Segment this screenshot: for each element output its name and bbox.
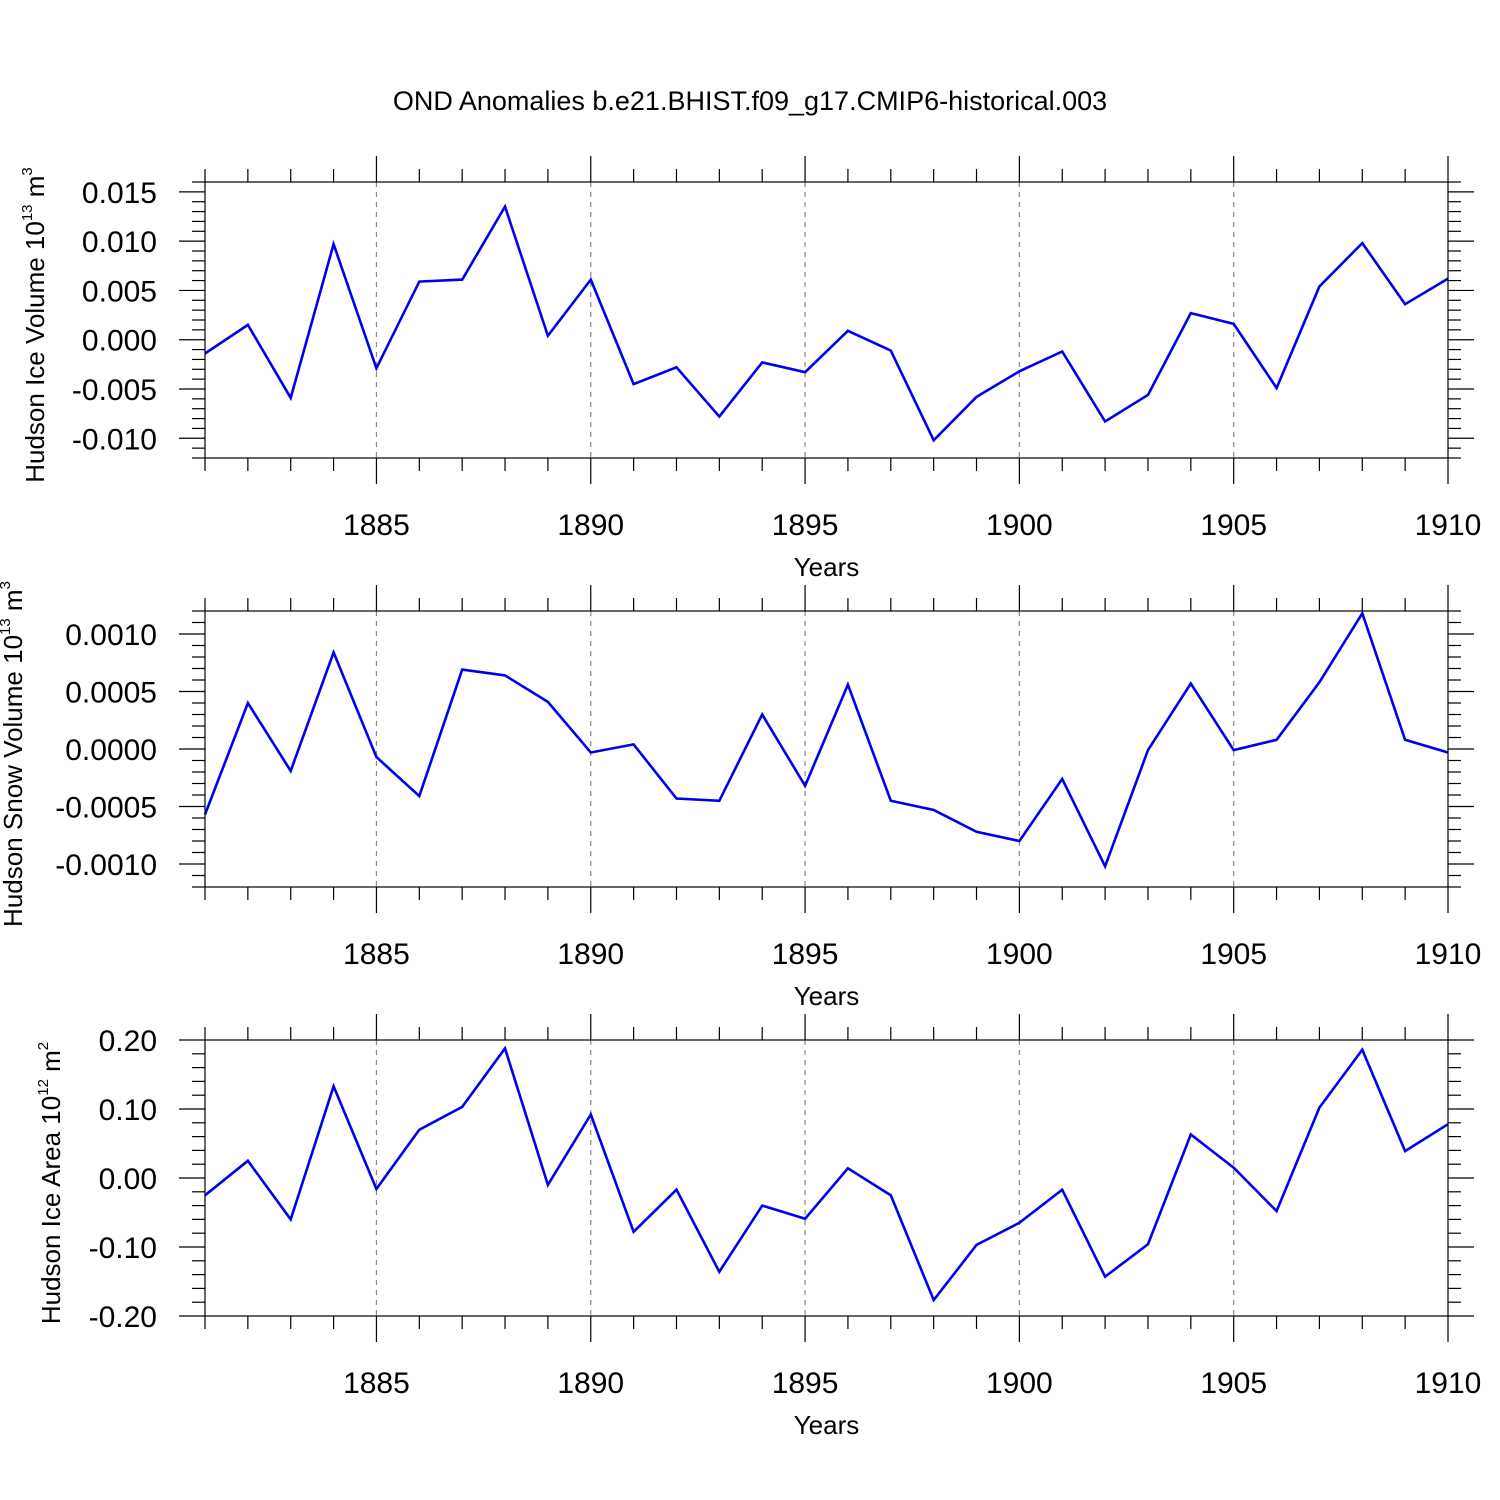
y-tick-label: 0.000 — [82, 325, 157, 358]
y-tick-label: 0.10 — [99, 1094, 157, 1127]
series-line — [204, 1045, 1449, 1303]
panel-1: -0.010 -0.005 0.000 0.005 0.010 0.015 1885 1890… — [19, 156, 1481, 582]
plot-frame — [204, 1039, 1449, 1317]
x-axis-title: Years — [794, 981, 860, 1011]
x-tick-label-1895: 1895 — [772, 938, 839, 971]
x-tick-label-1910: 1910 — [1415, 938, 1482, 971]
y-axis-title-main: Hudson Snow Volume 10 — [0, 635, 28, 927]
panels: -0.010 -0.005 0.000 0.005 0.010 0.015 1885 1890… — [0, 156, 1481, 1440]
chart-title: OND Anomalies b.e21.BHIST.f09_g17.CMIP6-… — [393, 86, 1107, 116]
y-tick-label: -0.0005 — [55, 792, 157, 825]
y-tick-label: 0.0005 — [65, 677, 157, 710]
x-tick-label-1905: 1905 — [1200, 1367, 1267, 1400]
x-tick-label-1885: 1885 — [343, 1367, 410, 1400]
series-line — [203, 610, 1449, 870]
x-axis-title: Years — [794, 1410, 860, 1440]
y-tick-label: -0.10 — [89, 1232, 157, 1265]
panel-3: -0.20 -0.10 0.00 0.10 0.20 1885 1890 1895 1900 19… — [35, 1014, 1481, 1440]
y-tick-label: 0.00 — [99, 1163, 157, 1196]
y-axis-title-unit: m — [0, 589, 28, 618]
y-axis-title: Hudson Snow Volume 1013 m3 — [0, 581, 28, 927]
x-axis-title: Years — [794, 552, 860, 582]
x-tick-label-1910: 1910 — [1415, 1367, 1482, 1400]
plot-frame — [204, 181, 1449, 459]
y-axis-title: Hudson Ice Volume 1013 m3 — [19, 167, 50, 483]
y-tick-label: -0.0010 — [55, 849, 157, 882]
y-axis-title-exponent: 12 — [35, 1079, 52, 1096]
y-axis-title-exponent: 13 — [19, 204, 36, 221]
x-tick-label-1890: 1890 — [557, 509, 624, 542]
y-tick-label: 0.010 — [82, 226, 157, 259]
y-tick-label: -0.010 — [72, 423, 157, 456]
x-tick-label-1895: 1895 — [772, 509, 839, 542]
y-axis-title-main: Hudson Ice Area 10 — [36, 1096, 66, 1324]
plot-frame — [204, 610, 1449, 888]
x-tick-label-1885: 1885 — [343, 938, 410, 971]
y-axis-title-unit-exponent: 2 — [35, 1042, 52, 1050]
y-axis-title-unit-exponent: 3 — [0, 581, 14, 589]
y-axis-title-exponent: 13 — [0, 618, 14, 635]
y-tick-label: 0.20 — [99, 1025, 157, 1058]
x-tick-label-1900: 1900 — [986, 938, 1053, 971]
y-tick-label: -0.20 — [89, 1301, 157, 1334]
y-axis-title-main: Hudson Ice Volume 10 — [20, 221, 50, 483]
series-line — [204, 203, 1449, 443]
x-tick-label-1890: 1890 — [557, 938, 624, 971]
x-tick-label-1885: 1885 — [343, 509, 410, 542]
x-tick-label-1895: 1895 — [772, 1367, 839, 1400]
y-axis-title: Hudson Ice Area 1012 m2 — [35, 1042, 66, 1324]
x-tick-label-1890: 1890 — [557, 1367, 624, 1400]
panel-2: -0.0010 -0.0005 0.0000 0.0005 0.0010 1885 1890… — [0, 581, 1481, 1011]
y-tick-label: 0.0010 — [65, 619, 157, 652]
x-tick-label-1910: 1910 — [1415, 509, 1482, 542]
x-tick-label-1900: 1900 — [986, 509, 1053, 542]
x-tick-label-1900: 1900 — [986, 1367, 1053, 1400]
x-tick-label-1905: 1905 — [1200, 938, 1267, 971]
y-tick-label: -0.005 — [72, 374, 157, 407]
y-tick-label: 0.005 — [82, 275, 157, 308]
y-tick-label: 0.0000 — [65, 734, 157, 767]
x-tick-label-1905: 1905 — [1200, 509, 1267, 542]
y-axis-title-unit: m — [20, 176, 50, 205]
y-tick-label: 0.015 — [82, 177, 157, 210]
y-axis-title-unit: m — [36, 1050, 66, 1079]
y-axis-title-unit-exponent: 3 — [19, 167, 36, 175]
